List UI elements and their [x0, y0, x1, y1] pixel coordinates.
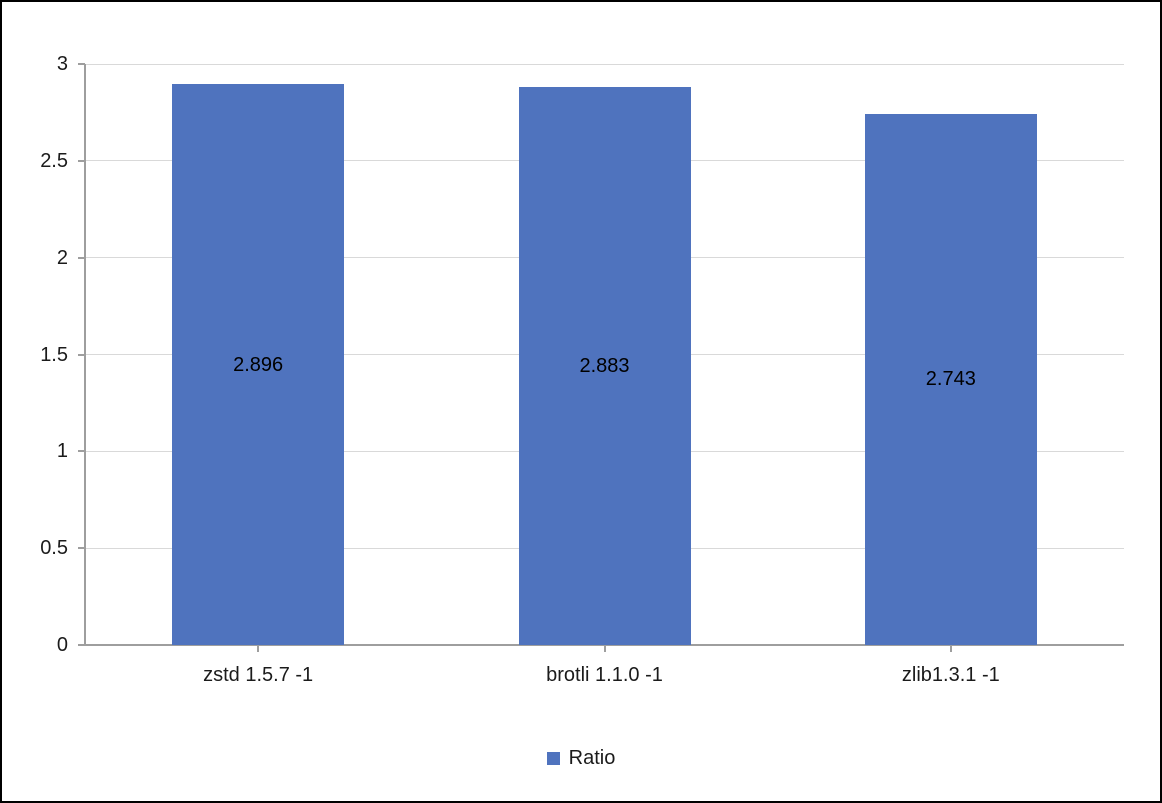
y-axis-line [84, 64, 86, 645]
y-axis-tick [78, 159, 85, 162]
bar [864, 113, 1037, 645]
legend-swatch-icon [546, 751, 560, 765]
y-axis-tick [78, 63, 85, 65]
bar-data-label: 2.883 [579, 354, 630, 377]
bar-data-label: 2.896 [233, 353, 284, 376]
x-axis-tick [949, 645, 952, 652]
x-axis-category-label: brotli 1.1.0 -1 [546, 664, 663, 686]
y-axis-tick [78, 353, 85, 356]
legend: Ratio [2, 746, 1160, 770]
bar-data-label: 2.743 [925, 368, 976, 391]
x-axis-category-label: zlib1.3.1 -1 [901, 664, 1000, 686]
y-axis-tick-label: 1.5 [40, 343, 68, 366]
legend-label: Ratio [568, 747, 616, 769]
y-axis-tick [78, 547, 85, 550]
y-axis-tick [78, 644, 85, 646]
gridline [85, 63, 1124, 65]
bar [172, 84, 345, 645]
y-axis-tick-label: 2.5 [40, 149, 68, 172]
y-axis-tick [78, 450, 85, 453]
bar [518, 86, 691, 645]
x-axis-tick [257, 645, 260, 652]
x-axis-category-label: zstd 1.5.7 -1 [203, 664, 314, 686]
y-axis-tick-label: 2 [56, 246, 68, 269]
x-axis-tick [603, 645, 606, 652]
y-axis-tick-label: 0 [56, 634, 68, 656]
y-axis-tick [78, 256, 85, 259]
y-axis-tick-label: 0.5 [40, 537, 68, 560]
y-axis-tick-label: 1 [56, 440, 68, 463]
y-axis-tick-label: 3 [56, 53, 68, 75]
